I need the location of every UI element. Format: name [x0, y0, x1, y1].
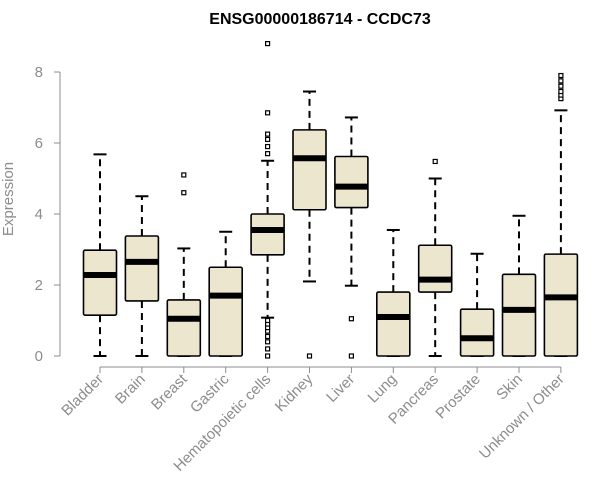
chart-title: ENSG00000186714 - CCDC73: [209, 11, 431, 28]
box-group: [250, 40, 285, 359]
y-tick-label: 6: [35, 135, 43, 152]
box-body: [417, 244, 453, 293]
box-body: [82, 249, 118, 316]
outlier-point: [265, 131, 271, 137]
x-tick-label: Lung: [365, 371, 401, 407]
box-group: [501, 214, 537, 357]
box-body: [292, 129, 327, 211]
box-body: [543, 253, 579, 357]
outlier-point: [265, 353, 271, 359]
box-body: [250, 213, 285, 256]
x-tick-label: Brain: [112, 371, 149, 408]
outlier-point: [265, 151, 271, 157]
box-group: [459, 252, 495, 357]
x-tick-label: Prostate: [432, 371, 484, 423]
outlier-point: [558, 72, 564, 79]
y-axis: 0 2 4 6 8: [35, 64, 61, 365]
box-group: [208, 230, 243, 357]
outlier-point: [265, 317, 271, 324]
x-tick-label: Breast: [148, 370, 191, 413]
box-group: [124, 195, 160, 357]
outlier-point: [558, 88, 564, 95]
box-group: [375, 228, 411, 357]
box-body: [501, 273, 537, 357]
outlier-point: [265, 110, 271, 116]
box-body: [166, 299, 202, 357]
outlier-point: [348, 353, 354, 359]
outlier-point: [265, 346, 271, 352]
outlier-point: [432, 158, 438, 165]
x-tick-label: Kidney: [272, 370, 317, 415]
box-group: [543, 72, 579, 357]
box-body: [124, 235, 160, 302]
plot-area: [82, 40, 579, 359]
y-tick-label: 0: [35, 348, 43, 365]
x-tick-label: Skin: [493, 371, 526, 404]
box-body: [459, 308, 495, 357]
box-group: [166, 172, 202, 357]
box-body: [375, 291, 411, 357]
outlier-point: [265, 136, 271, 143]
outlier-point: [181, 190, 187, 196]
y-tick-label: 4: [35, 206, 43, 223]
outlier-point: [558, 83, 564, 89]
outlier-point: [265, 333, 271, 340]
outlier-point: [306, 353, 313, 359]
box-body: [334, 155, 369, 209]
outlier-point: [181, 172, 187, 178]
x-tick-label: Bladder: [58, 371, 107, 420]
outlier-point: [348, 316, 354, 322]
box-group: [417, 158, 453, 357]
outlier-point: [265, 40, 271, 47]
box-body: [208, 266, 243, 357]
x-tick-label: Liver: [323, 371, 358, 406]
outlier-point: [265, 143, 271, 150]
box-group: [82, 153, 118, 357]
box-group: [334, 116, 369, 359]
y-tick-label: 2: [35, 277, 43, 294]
outlier-point: [265, 339, 271, 345]
box-group: [292, 90, 327, 359]
y-tick-label: 8: [35, 64, 43, 81]
y-axis-label: Expression: [0, 162, 17, 236]
outlier-point: [558, 78, 564, 84]
